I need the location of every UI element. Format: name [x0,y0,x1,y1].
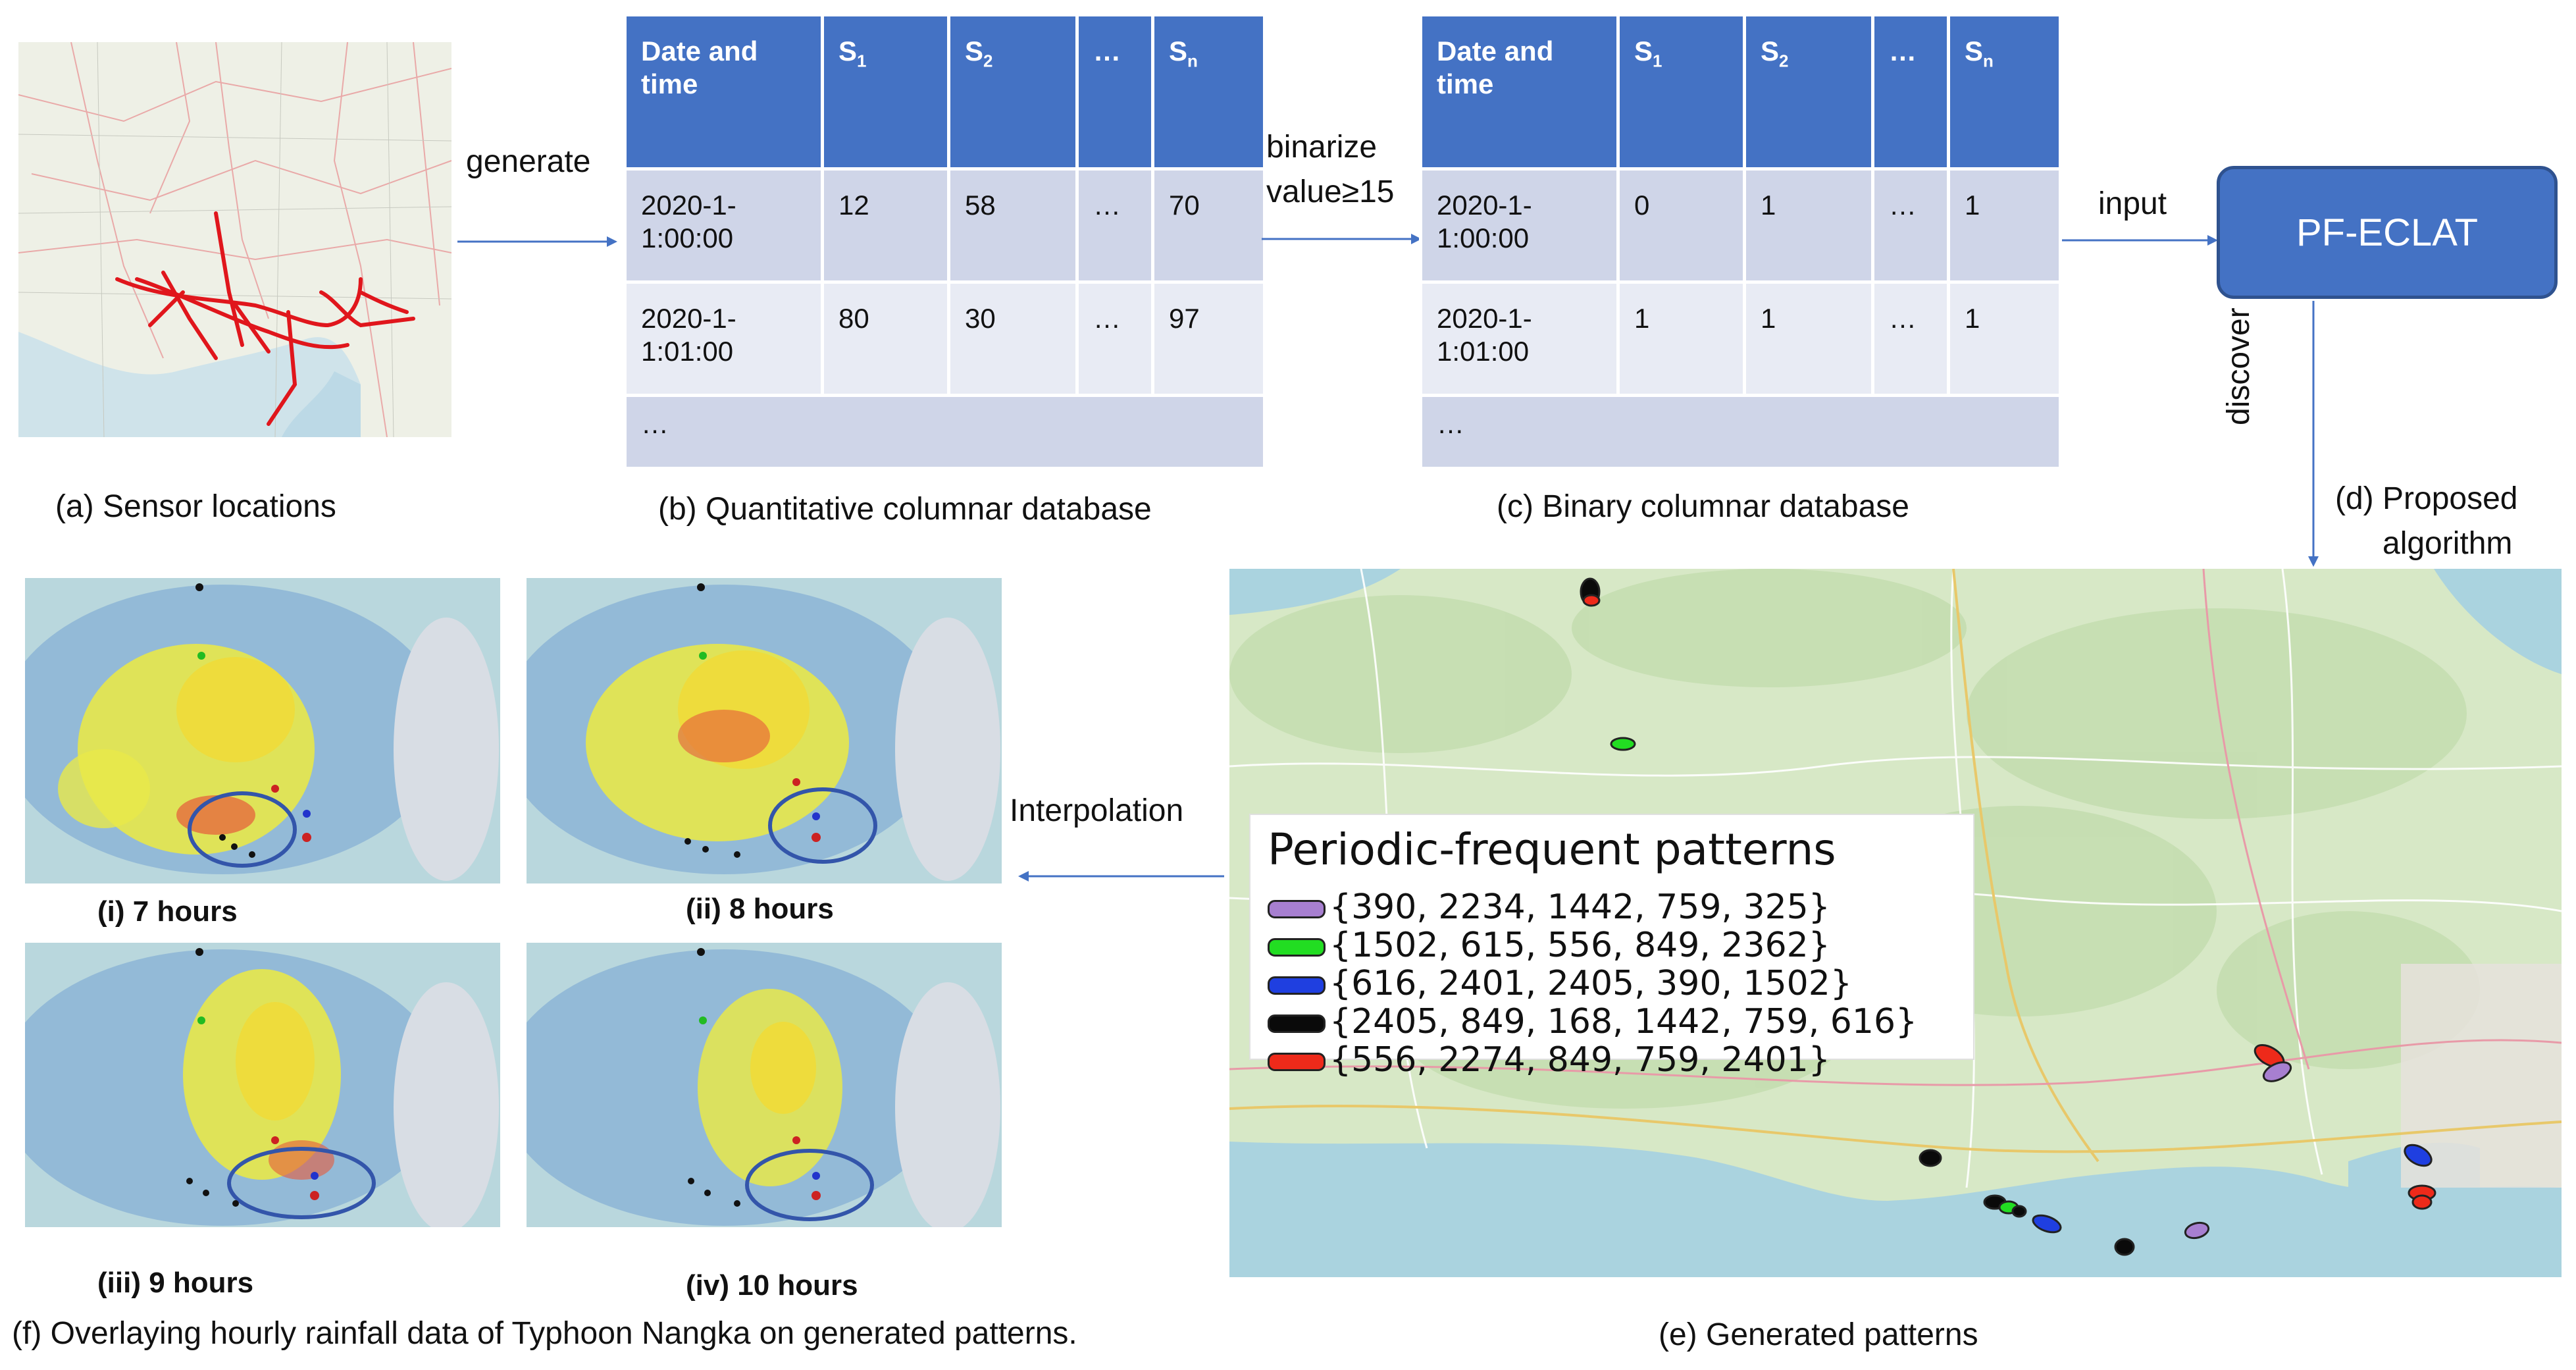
header-ellipsis: … [1871,13,1950,171]
legend-item: {1502, 615, 556, 849, 2362} [1268,926,1830,965]
interpolation-label: Interpolation [1010,793,1184,828]
cell-sn: 1 [1947,167,2062,284]
rainfall-panel-10h [527,943,1002,1227]
legend-swatch-purple [1268,900,1326,918]
table-header-row: Date and time S1 S2 … Sn [623,13,1266,171]
cell-s1: 1 [1616,280,1746,397]
generated-patterns-map: Periodic-frequent patterns {390, 2234, 1… [1229,569,2562,1277]
legend-item: {2405, 849, 168, 1442, 759, 616} [1268,1002,1917,1041]
generate-arrow [457,236,617,247]
cell-sn: 97 [1151,280,1266,397]
rainfall-panel-9h [25,943,500,1227]
caption-generated-patterns: (e) Generated patterns [1659,1317,1978,1352]
rainfall-caption-9h: (iii) 9 hours [97,1267,254,1299]
legend-item: {556, 2274, 849, 759, 2401} [1268,1040,1830,1080]
rainfall-panel-8h [527,578,1002,883]
legend-item: {390, 2234, 1442, 759, 325} [1268,887,1830,927]
cell-date: 2020-1-1:00:00 [623,167,824,284]
cell-ellipsis: … [1871,167,1950,284]
legend-item: {616, 2401, 2405, 390, 1502} [1268,964,1852,1003]
legend-swatch-green [1268,938,1326,957]
input-label: input [2098,186,2167,221]
binarize-threshold-label: value≥15 [1266,174,1395,209]
cell-date: 2020-1-1:00:00 [1419,167,1620,284]
rainfall-caption-7h: (i) 7 hours [97,895,238,928]
binarize-label: binarize [1266,130,1378,165]
cell-s2: 30 [947,280,1079,397]
cell-s1: 0 [1616,167,1746,284]
table-row: 2020-1-1:00:00 12 58 … 70 [623,167,1266,284]
cell-ellipsis-row: … [1419,394,2062,470]
caption-overlay-rainfall: (f) Overlaying hourly rainfall data of T… [12,1316,1077,1351]
header-s2: S2 [1743,13,1874,171]
interpolation-arrow [1018,871,1224,882]
rainfall-caption-8h: (ii) 8 hours [686,893,834,925]
header-s1: S1 [821,13,950,171]
caption-sensor-locations: (a) Sensor locations [55,489,336,524]
pf-eclat-label: PF-ECLAT [2296,211,2479,254]
table-row: 2020-1-1:01:00 80 30 … 97 [623,280,1266,397]
table-header-row: Date and time S1 S2 … Sn [1419,13,2062,171]
binary-columnar-table: Date and time S1 S2 … Sn 2020-1-1:00:00 … [1419,13,2062,470]
pattern-markers [1580,577,2436,1256]
cell-ellipsis: … [1075,280,1154,397]
sensor-locations-map [18,42,451,437]
caption-quantitative-db: (b) Quantitative columnar database [658,492,1152,527]
cell-ellipsis: … [1075,167,1154,284]
patterns-legend: Periodic-frequent patterns {390, 2234, 1… [1249,814,1974,1080]
header-ellipsis: … [1075,13,1154,171]
legend-swatch-black [1268,1014,1326,1033]
header-s2: S2 [947,13,1079,171]
header-sn: Sn [1947,13,2062,171]
caption-binary-db: (c) Binary columnar database [1497,489,1909,524]
legend-title: Periodic-frequent patterns [1268,824,1836,875]
cell-date: 2020-1-1:01:00 [1419,280,1620,397]
cell-date: 2020-1-1:01:00 [623,280,824,397]
cell-s2: 1 [1743,167,1874,284]
header-sn: Sn [1151,13,1266,171]
cell-sn: 70 [1151,167,1266,284]
quantitative-columnar-table: Date and time S1 S2 … Sn 2020-1-1:00:00 … [623,13,1266,470]
binarize-arrow [1262,234,1422,244]
table-row: 2020-1-1:00:00 0 1 … 1 [1419,167,2062,284]
legend-swatch-red [1268,1053,1326,1071]
rainfall-caption-10h: (iv) 10 hours [686,1269,858,1302]
cell-s1: 12 [821,167,950,284]
caption-proposed: (d) Proposed [2335,481,2518,516]
cell-s2: 58 [947,167,1079,284]
cell-s1: 80 [821,280,950,397]
cell-ellipsis: … [1871,280,1950,397]
header-s1: S1 [1616,13,1746,171]
legend-swatch-blue [1268,976,1326,995]
discover-arrow [2308,301,2319,567]
cell-ellipsis-row: … [623,394,1266,470]
input-arrow [2062,235,2218,246]
cell-s2: 1 [1743,280,1874,397]
pf-eclat-algorithm-box: PF-ECLAT [2217,166,2558,299]
sensor-map-graphic [18,42,451,437]
header-date-time: Date and time [623,13,824,171]
table-row: … [1419,394,2062,470]
cell-sn: 1 [1947,280,2062,397]
table-row: … [623,394,1266,470]
caption-algorithm: algorithm [2383,526,2513,561]
header-date-time: Date and time [1419,13,1620,171]
rainfall-panel-7h [25,578,500,883]
generate-label: generate [466,144,591,179]
discover-label: discover [2221,307,2256,425]
table-row: 2020-1-1:01:00 1 1 … 1 [1419,280,2062,397]
